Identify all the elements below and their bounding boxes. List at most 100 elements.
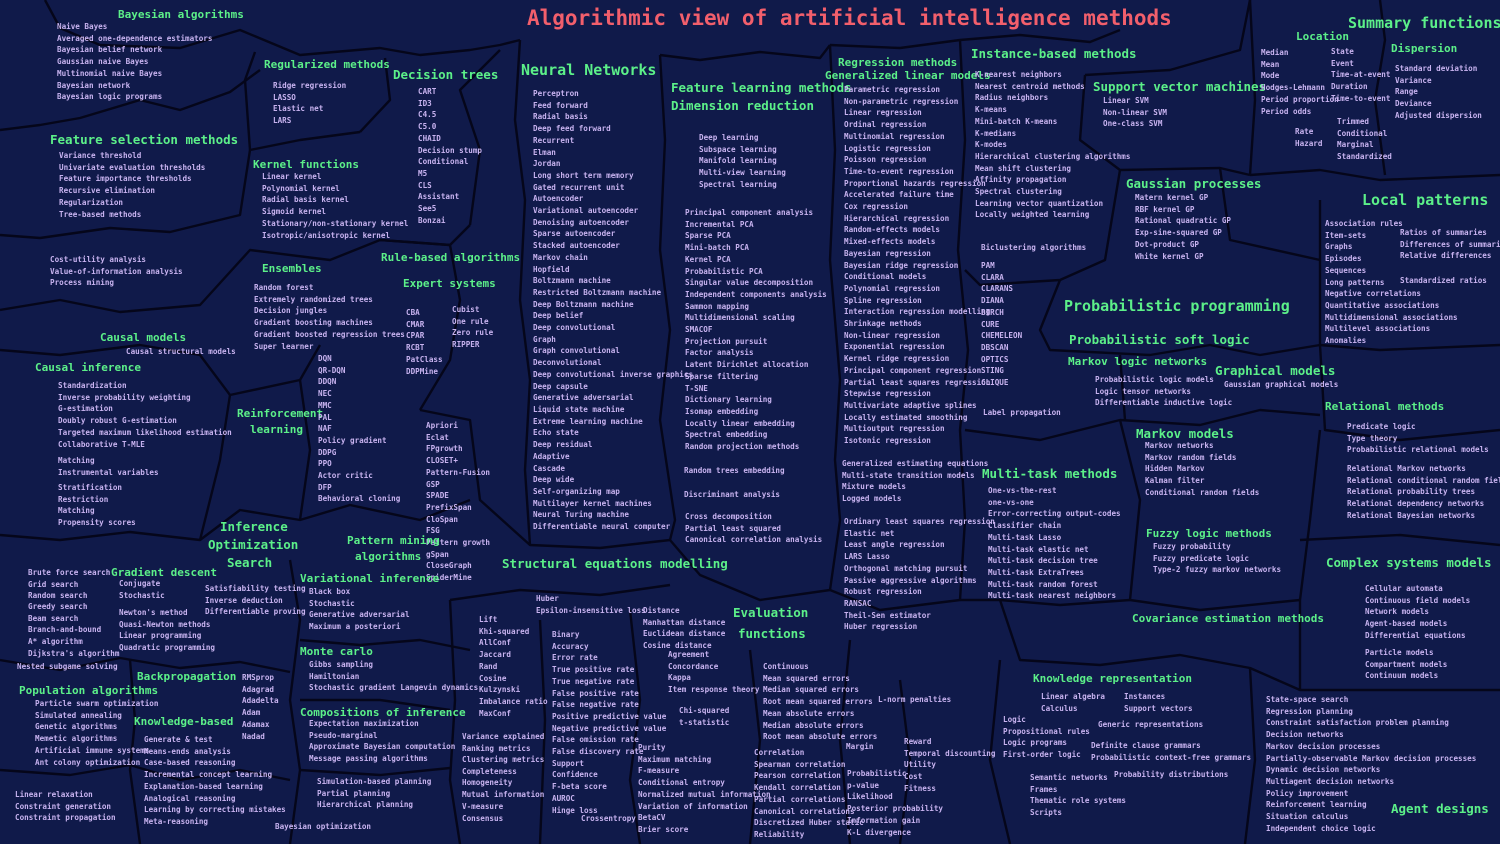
method-item: DFP	[318, 482, 332, 492]
category-heading-location: Location	[1296, 30, 1349, 43]
method-list: L-norm penalties	[878, 694, 951, 706]
method-item: Grid search	[28, 579, 79, 589]
method-item: Variation of information	[638, 801, 748, 811]
method-item: Incremental concept learning	[144, 770, 273, 780]
region-border	[659, 44, 831, 62]
method-item: BetaCV	[638, 813, 666, 823]
method-item: Recurrent	[533, 135, 575, 145]
method-item: Locally weighted learning	[975, 210, 1090, 220]
method-item: Linear kernel	[262, 172, 322, 181]
method-item: Crossentropy	[581, 814, 636, 823]
method-item: Liquid state machine	[533, 404, 625, 414]
method-item: Kalman filter	[1145, 476, 1205, 486]
category-heading-optimization: Optimization	[208, 537, 299, 552]
method-item: Kernel PCA	[685, 254, 731, 264]
method-item: Dijkstra's algorithm	[28, 648, 120, 658]
method-item: Conditional random fields	[1145, 487, 1260, 497]
method-item: Random trees embedding	[684, 466, 785, 475]
method-item: Partial planning	[317, 788, 391, 798]
method-list: Gibbs sampling Hamiltonian Stochastic grad…	[309, 659, 478, 694]
method-item: Adam	[242, 708, 261, 718]
method-list: Discriminant analysis	[684, 489, 780, 501]
method-item: Concordance	[668, 661, 719, 671]
method-item: GSP	[426, 479, 440, 489]
method-item: Shrinkage methods	[844, 319, 922, 329]
method-item: Polynomial regression	[844, 283, 941, 293]
method-item: Fuzzy predicate logic	[1153, 553, 1250, 563]
method-item: Bayesian logic programs	[57, 92, 163, 102]
method-item: Relational dependency networks	[1347, 499, 1485, 509]
method-item: Simulated annealing	[35, 710, 122, 720]
method-item: Situation calculus	[1266, 812, 1349, 822]
method-item: Deviance	[1395, 99, 1432, 109]
method-item: Incremental PCA	[685, 219, 754, 229]
method-item: LARS Lasso	[844, 552, 890, 562]
method-item: Radial basis kernel	[262, 195, 349, 205]
method-item: Normalized mutual information	[638, 789, 771, 799]
method-item: K-modes	[975, 140, 1008, 150]
method-item: Support vectors	[1124, 703, 1193, 713]
method-item: Binary	[552, 630, 580, 639]
method-item: Negative predictive value	[552, 723, 667, 733]
method-item: Mean absolute errors	[763, 708, 855, 718]
method-item: Means-ends analysis	[144, 746, 231, 756]
method-list: Random trees embedding	[684, 465, 785, 477]
method-item: Huber regression	[844, 622, 918, 632]
method-item: Cost-utility analysis	[50, 255, 147, 264]
method-item: QR-DQN	[318, 365, 346, 375]
region-border	[419, 408, 671, 550]
category-heading-bayesian-algorithms: Bayesian algorithms	[118, 8, 244, 21]
region-border	[1218, 167, 1321, 262]
method-item: Type-2 fuzzy markov networks	[1153, 565, 1282, 575]
method-item: Median	[1261, 48, 1289, 57]
category-heading-backpropagation: Backpropagation	[137, 670, 237, 683]
method-list: Generalized estimating equations Multi-st…	[842, 458, 988, 505]
method-list: RMSprop Adagrad Adadelta Adam Adamax Nadad	[242, 672, 279, 742]
method-item: Positive predictive value	[552, 711, 667, 721]
method-list: Association rules Item-sets Graphs Episodes…	[1325, 218, 1458, 347]
method-item: Margin	[846, 742, 874, 751]
method-item: CHAID	[418, 133, 441, 143]
method-item: Temporal discounting	[904, 748, 996, 758]
method-item: Cellular automata	[1365, 584, 1443, 593]
method-item: Instrumental variables	[58, 467, 159, 477]
method-item: Radius neighbors	[975, 93, 1049, 103]
method-list: Brute force search Grid search Random sear…	[28, 567, 110, 602]
method-item: State	[1331, 47, 1354, 56]
method-item: Time-to-event	[1331, 93, 1391, 103]
method-item: Quantitative associations	[1325, 300, 1440, 310]
method-item: Root mean absolute errors	[763, 732, 878, 742]
method-item: Stationary/non-stationary kernel	[262, 218, 409, 228]
region-border	[298, 379, 312, 521]
method-item: Averaged one-dependence estimators	[57, 33, 213, 43]
method-item: Standardized ratios	[1400, 276, 1487, 285]
method-item: Inverse probability weighting	[58, 392, 191, 402]
method-item: Episodes	[1325, 254, 1362, 264]
method-item: Linear programming	[119, 631, 202, 641]
category-heading-ensembles: Ensembles	[262, 262, 322, 275]
method-list: Random forest Extremely randomized trees D…	[254, 282, 405, 352]
category-heading-pattern-mining: Pattern mining	[347, 534, 440, 547]
method-item: K-L divergence	[847, 827, 912, 837]
method-item: Generalized estimating equations	[842, 459, 989, 468]
method-item: CLOSET+	[426, 456, 459, 466]
method-item: Exp-sine-squared GP	[1135, 228, 1222, 238]
method-item: False omission rate	[552, 735, 639, 745]
category-heading-expert-systems: Expert systems	[403, 277, 496, 290]
method-item: Policy improvement	[1266, 788, 1349, 798]
method-item: Sparse PCA	[685, 231, 731, 241]
method-item: PAL	[318, 412, 332, 422]
category-heading-dispersion: Dispersion	[1391, 42, 1458, 55]
region-border	[1318, 344, 1500, 442]
method-item: Chi-squared	[679, 706, 730, 715]
method-list: Predicate logic Type theory Probabilistic …	[1347, 421, 1489, 456]
method-item: Linear SVM	[1103, 96, 1149, 105]
region-border	[300, 698, 451, 712]
method-item: F-measure	[638, 766, 680, 776]
method-item: Probabilistic relational models	[1347, 445, 1489, 455]
method-item: Pearson correlation	[754, 771, 841, 781]
region-border	[299, 638, 471, 652]
method-item: Multilevel associations	[1325, 324, 1431, 334]
method-list: Causal structural models	[126, 346, 236, 358]
method-item: Agent-based models	[1365, 619, 1448, 629]
